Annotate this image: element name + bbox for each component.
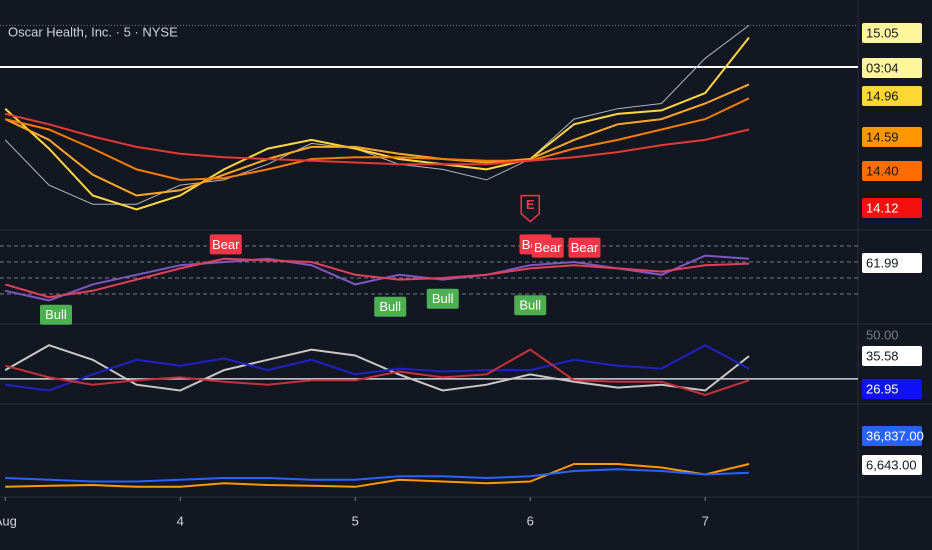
last-value-chip: [862, 127, 922, 147]
x-tick-label: Aug: [0, 513, 17, 528]
signal-label: Bull: [45, 307, 67, 322]
last-value-label: 36,837.00: [866, 428, 924, 443]
last-value-label: 26.95: [866, 381, 899, 396]
x-tick-label: 7: [702, 513, 709, 528]
series-line: [5, 463, 750, 488]
signal-box: [568, 237, 601, 258]
series-line: [4, 348, 750, 396]
signal-box: [374, 296, 407, 317]
series-line: [4, 83, 750, 197]
last-value-label: 14.12: [866, 200, 899, 215]
series-line: [4, 97, 750, 181]
signal-label: Bull: [432, 291, 454, 306]
last-value-chip: [862, 455, 922, 475]
signal-box: [426, 288, 459, 309]
signal-label: Bear: [534, 240, 562, 255]
earnings-marker-label: E: [526, 197, 535, 212]
x-tick-label: 4: [177, 513, 184, 528]
last-value-label: 6,643.00: [866, 457, 917, 472]
series-line: [4, 112, 750, 166]
last-value-label: 15.05: [866, 25, 899, 40]
signal-label: Bull: [379, 299, 401, 314]
last-value-chip: [862, 23, 922, 43]
signal-box: [39, 304, 72, 325]
series-line: [5, 468, 750, 483]
countdown-label: 03:04: [866, 60, 899, 75]
x-tick-label: 5: [352, 513, 359, 528]
last-value-label: 14.40: [866, 163, 899, 178]
chart-title: Oscar Health, Inc. · 5 · NYSE: [8, 24, 178, 39]
last-value-chip: [862, 379, 922, 399]
last-value-label: 14.59: [866, 129, 899, 144]
x-tick-label: 6: [527, 513, 534, 528]
signal-label: Bear: [212, 237, 240, 252]
last-value-chip: [862, 346, 922, 366]
series-line: [4, 36, 750, 211]
last-value-label: 50.00: [866, 327, 899, 342]
last-value-chip: [862, 198, 922, 218]
last-value-label: 35.58: [866, 348, 899, 363]
earnings-marker: [520, 194, 540, 223]
last-value-chip: [862, 161, 922, 181]
last-value-chip: [862, 253, 922, 273]
countdown-chip: [862, 58, 922, 78]
last-value-label: 61.99: [866, 255, 899, 270]
series-line: [5, 344, 750, 392]
last-value-chip: [862, 86, 922, 106]
last-value-label: 14.96: [866, 88, 899, 103]
series-line: [4, 257, 750, 299]
signal-label: Bull: [519, 298, 541, 313]
signal-label: Bear: [571, 240, 599, 255]
last-value-chip: [862, 426, 922, 446]
last-value-chip: [862, 325, 922, 345]
signal-box: [514, 295, 547, 316]
signal-box: [209, 234, 242, 255]
signal-box: [531, 237, 564, 258]
